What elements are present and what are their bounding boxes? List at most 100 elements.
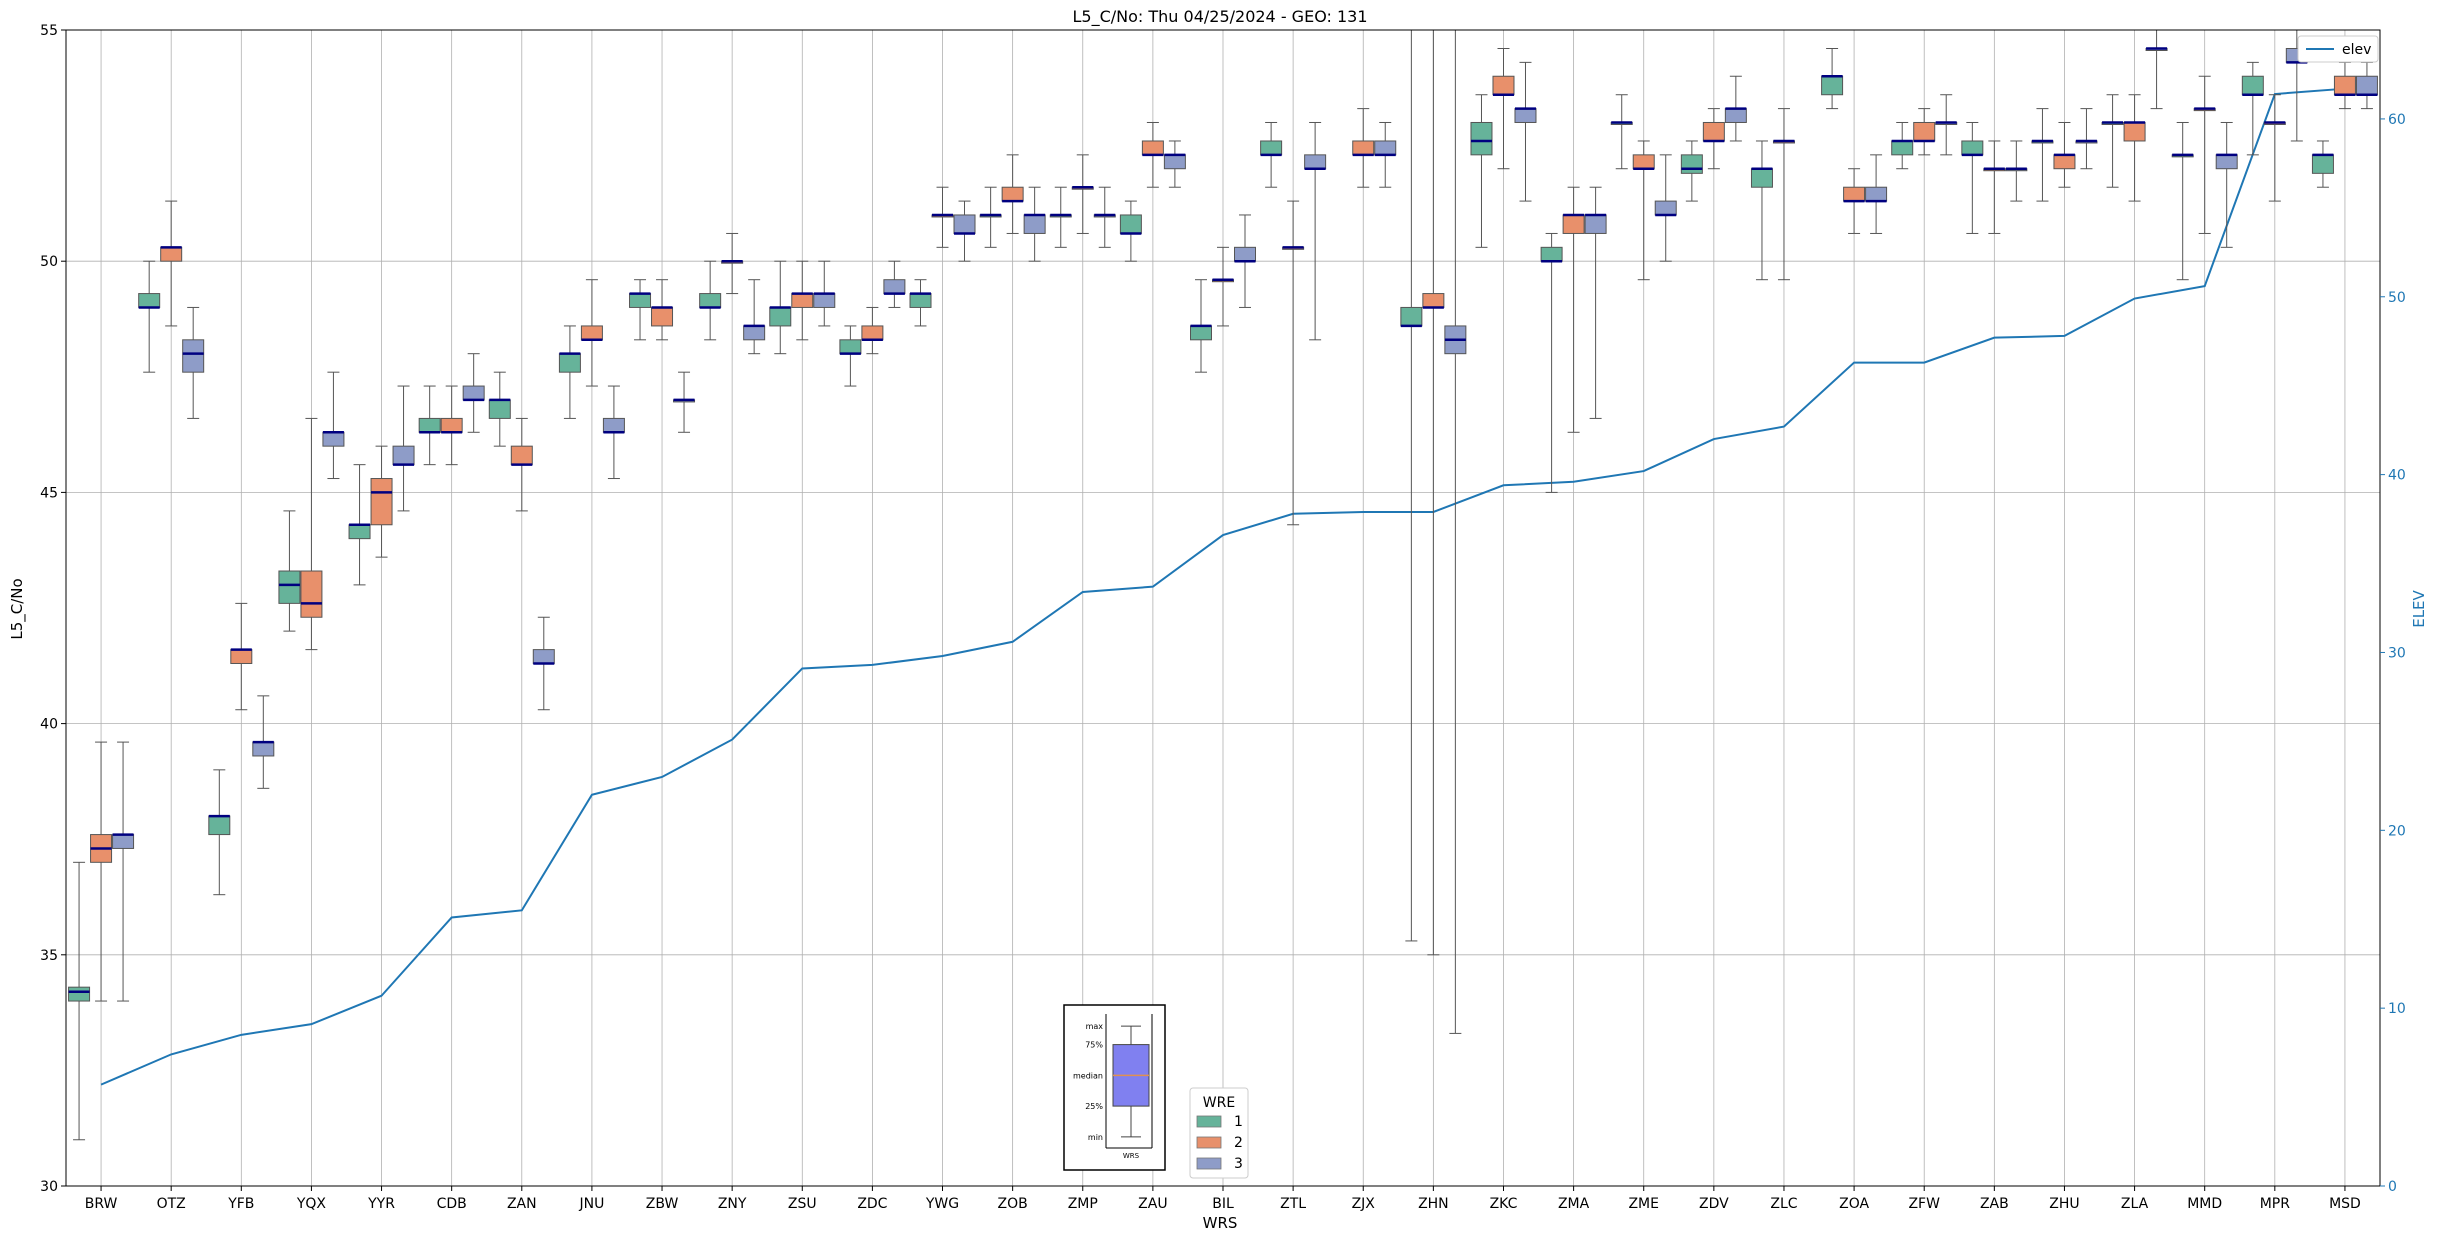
box-wre-1 [979, 186, 1002, 248]
box-iqr [861, 325, 884, 341]
box-iqr [1234, 246, 1256, 262]
box-iqr [370, 478, 393, 526]
x-tick-label: ZFW [1908, 1196, 1940, 1212]
y-tick-label: 55 [40, 23, 58, 39]
box-iqr [1702, 121, 1725, 142]
box-iqr [2333, 75, 2356, 96]
box-iqr [813, 293, 836, 308]
box-wre-1 [208, 769, 231, 896]
box-iqr [1821, 75, 1844, 96]
box-wre-2 [1983, 140, 2006, 234]
box-wre-3 [322, 371, 345, 480]
wre-legend[interactable]: WRE 1 2 3 [1189, 1087, 1249, 1179]
x-tick-label: CDB [437, 1196, 467, 1212]
box-wre-1 [1190, 279, 1212, 373]
box-iqr [418, 417, 441, 433]
box-iqr [1891, 140, 1914, 156]
x-axis-label: WRS [1203, 1214, 1238, 1232]
box-wre-3 [883, 260, 906, 308]
box-iqr [112, 834, 135, 849]
box-wre-2 [1141, 121, 1164, 188]
box-wre-3 [1654, 154, 1677, 262]
x-tick-label: ZHU [2049, 1196, 2079, 1212]
wre-legend-label: 3 [1234, 1156, 1243, 1172]
box-iqr [1304, 154, 1327, 170]
wre-legend-label: 1 [1234, 1114, 1243, 1130]
x-tick-label: ZLA [2121, 1196, 2149, 1212]
box-iqr [2053, 154, 2076, 170]
box-iqr [602, 417, 625, 433]
box-iqr [2311, 154, 2334, 174]
box-wre-2 [1772, 108, 1795, 281]
inset-label: 25% [1085, 1102, 1103, 1111]
elev-legend-label: elev [2342, 42, 2371, 58]
y2-tick-label: 40 [2388, 468, 2406, 484]
box-wre-2 [2193, 75, 2216, 234]
chart-title: L5_C/No: Thu 04/25/2024 - GEO: 131 [1072, 7, 1367, 27]
box-wre-3 [1514, 61, 1537, 202]
box-wre-2 [440, 385, 463, 466]
box-iqr [1492, 75, 1515, 96]
box-wre-1 [68, 861, 91, 1141]
inset-label: min [1088, 1133, 1103, 1142]
x-tick-label: ZJX [1352, 1196, 1376, 1212]
box-wre-2 [1562, 186, 1585, 433]
box-wre-2 [90, 741, 113, 1002]
x-tick-label: MPR [2260, 1196, 2291, 1212]
box-iqr [629, 293, 652, 308]
x-tick-label: ZLC [1770, 1196, 1797, 1212]
x-tick-label: ZBW [646, 1196, 679, 1212]
box-wre-3 [2355, 61, 2378, 110]
wre-legend-swatch [1196, 1157, 1222, 1170]
box-wre-2 [2263, 94, 2286, 202]
x-tick-label: ZKC [1490, 1196, 1518, 1212]
y-tick-label: 50 [40, 254, 58, 270]
box-wre-2 [721, 232, 744, 295]
box-iqr [1843, 186, 1866, 202]
box-iqr [769, 306, 792, 327]
box-iqr [160, 246, 183, 262]
box-iqr [1163, 154, 1186, 170]
box-iqr [743, 325, 766, 341]
box-wre-3 [743, 279, 766, 355]
x-tick-label: YWG [925, 1196, 959, 1212]
box-wre-3 [1724, 75, 1747, 142]
y2-tick-label: 30 [2388, 645, 2406, 661]
box-wre-3 [1023, 186, 1046, 262]
box-wre-1 [2031, 108, 2054, 202]
box-wre-2 [370, 445, 393, 558]
box-iqr [1540, 246, 1563, 262]
box-wre-1 [488, 371, 511, 447]
elev-legend[interactable]: elev [2297, 35, 2379, 63]
box-wre-3 [1584, 186, 1607, 419]
box-wre-1 [1680, 140, 1703, 202]
box-iqr [1632, 154, 1655, 170]
x-tick-label: ZAN [507, 1196, 537, 1212]
box-wre-2 [2333, 61, 2356, 110]
box-wre-1 [769, 260, 792, 355]
x-tick-label: ZHN [1418, 1196, 1449, 1212]
box-wre-1 [1540, 232, 1563, 493]
y-tick-label: 40 [40, 717, 58, 733]
box-wre-3 [2215, 121, 2238, 248]
box-iqr [252, 741, 275, 757]
box-iqr [68, 986, 91, 1002]
y-tick-label: 30 [40, 1179, 58, 1195]
box-iqr [1141, 140, 1164, 156]
box-wre-2 [2053, 121, 2076, 188]
wre-legend-swatch [1196, 1115, 1222, 1128]
box-iqr [1584, 214, 1607, 234]
box-iqr [208, 815, 231, 836]
x-tick-label: JNU [578, 1196, 604, 1212]
axes-layer: 30 35 40 45 50 55 0 10 20 30 40 50 60 BRW OTZ YFB YQX YYR… [40, 23, 2406, 1212]
box-wre-3 [673, 371, 696, 433]
box-wre-1 [1470, 94, 1493, 248]
box-wre-3 [2145, 29, 2168, 110]
wre-legend-frame [1189, 1087, 1249, 1179]
box-iqr [2123, 121, 2146, 142]
box-wre-1 [418, 385, 441, 466]
box-wre-2 [1212, 246, 1234, 327]
x-tick-label: ZMA [1558, 1196, 1590, 1212]
inset-label: median [1073, 1071, 1103, 1080]
